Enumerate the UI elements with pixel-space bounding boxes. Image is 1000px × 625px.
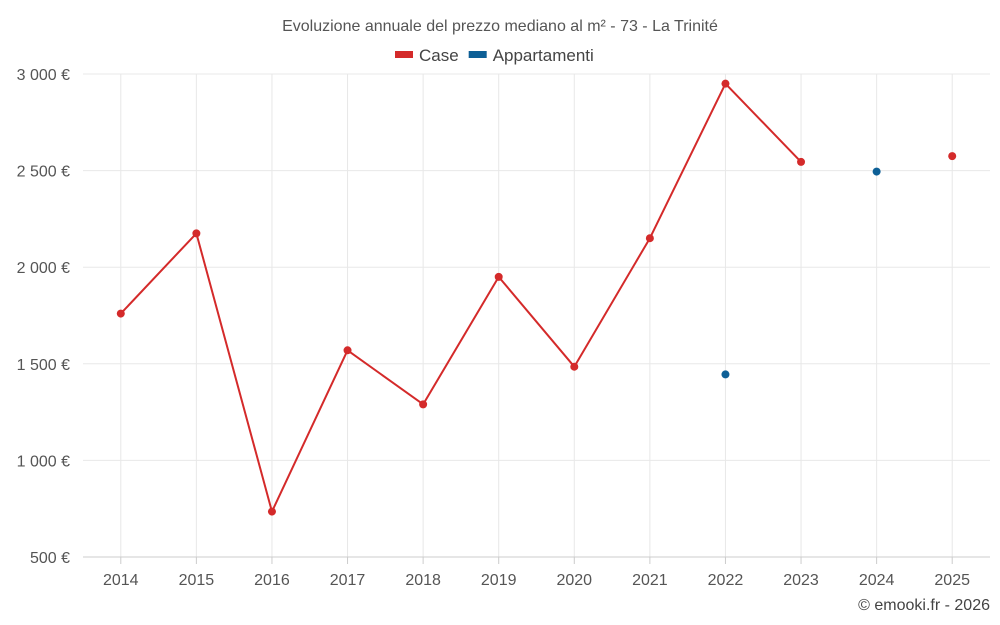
series-case: [116, 79, 957, 516]
x-tick-label: 2015: [179, 572, 215, 589]
data-point: [948, 152, 957, 161]
legend: Case Appartamenti: [395, 46, 594, 65]
data-point: [192, 229, 201, 238]
gridlines: [83, 73, 990, 557]
x-tick-label: 2018: [405, 572, 441, 589]
y-tick-label: 2 000 €: [17, 260, 70, 277]
legend-swatch: [395, 51, 413, 58]
data-point: [343, 346, 352, 355]
series-layer: [116, 79, 957, 516]
series-line-segment: [497, 275, 576, 368]
chart-title: Evoluzione annuale del prezzo mediano al…: [282, 18, 718, 35]
x-tick-label: 2023: [783, 572, 819, 589]
series-line-segment: [270, 349, 349, 513]
legend-label: Case: [419, 46, 459, 65]
y-tick-label: 3 000 €: [17, 67, 70, 84]
x-tick-label: 2022: [708, 572, 744, 589]
data-point: [721, 370, 730, 379]
y-tick-label: 1 500 €: [17, 357, 70, 374]
data-point: [419, 400, 428, 409]
x-tick-label: 2025: [934, 572, 970, 589]
x-tick-label: 2020: [556, 572, 592, 589]
series-line-segment: [119, 232, 198, 315]
x-tick-label: 2019: [481, 572, 517, 589]
data-point: [797, 157, 806, 166]
data-point: [872, 167, 881, 176]
x-tick-label: 2014: [103, 572, 139, 589]
data-point: [267, 507, 276, 516]
data-point: [721, 79, 730, 88]
x-tick-label: 2024: [859, 572, 895, 589]
series-line-segment: [573, 237, 651, 368]
legend-label: Appartamenti: [493, 46, 594, 65]
x-tick-label: 2021: [632, 572, 668, 589]
data-point: [494, 272, 503, 281]
series-line-segment: [648, 82, 727, 240]
y-tick-label: 2 500 €: [17, 164, 70, 181]
x-tick-label: 2016: [254, 572, 290, 589]
series-line-segment: [195, 232, 273, 513]
series-line-segment: [346, 349, 425, 406]
data-point: [116, 309, 125, 318]
data-point: [645, 234, 654, 243]
y-axis: 500 € 1 000 € 1 500 € 2 000 € 2 500 € 3 000 €: [17, 67, 70, 567]
y-tick-label: 500 €: [30, 550, 70, 567]
x-axis: 2014 2015 2016 2017 2018 2019 2020 2021 2022 2023…: [83, 556, 990, 589]
y-tick-label: 1 000 €: [17, 453, 70, 470]
series-line-segment: [724, 82, 803, 163]
data-point: [570, 362, 579, 371]
legend-swatch: [468, 51, 487, 58]
credit: © emooki.fr - 2026: [858, 597, 990, 614]
series-appartamenti: [721, 167, 881, 379]
x-tick-label: 2017: [330, 572, 366, 589]
series-line-segment: [422, 275, 500, 406]
